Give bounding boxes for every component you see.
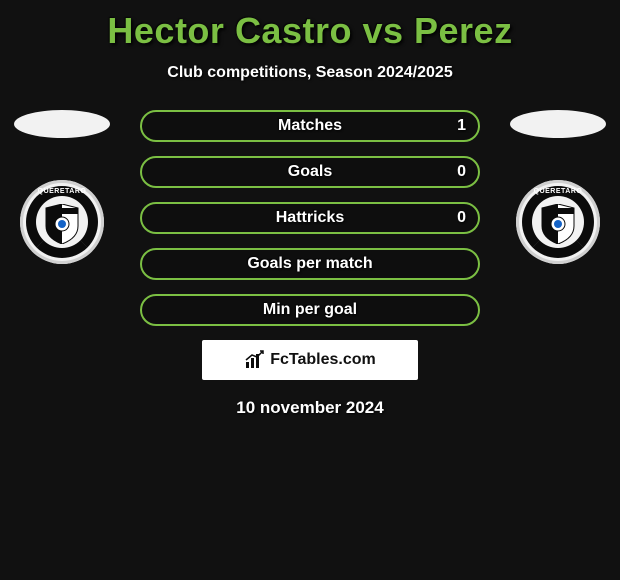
stats-area: QUERETARO QUERETARO (0, 110, 620, 326)
subtitle: Club competitions, Season 2024/2025 (0, 64, 620, 82)
stat-value-right: 0 (457, 156, 466, 188)
stat-label: Goals per match (140, 248, 480, 280)
stat-row: Min per goal (140, 294, 480, 326)
stat-label: Hattricks (140, 202, 480, 234)
badge-shield-left (44, 204, 80, 244)
attribution-text: FcTables.com (270, 351, 376, 369)
stat-label: Matches (140, 110, 480, 142)
stat-value-right: 0 (457, 202, 466, 234)
fctables-chart-icon (244, 350, 264, 370)
player-left-column: QUERETARO (12, 110, 112, 264)
stat-row: Matches1 (140, 110, 480, 142)
stat-label: Goals (140, 156, 480, 188)
player-right-avatar-ellipse (510, 110, 606, 138)
player-left-club-badge: QUERETARO (20, 180, 104, 264)
badge-text-right: QUERETARO (516, 188, 600, 195)
page-title: Hector Castro vs Perez (0, 0, 620, 52)
stat-row: Goals per match (140, 248, 480, 280)
player-left-avatar-ellipse (14, 110, 110, 138)
stat-value-right: 1 (457, 110, 466, 142)
stat-label: Min per goal (140, 294, 480, 326)
stat-row: Hattricks0 (140, 202, 480, 234)
attribution-banner: FcTables.com (202, 340, 418, 380)
title-player-left: Hector Castro (107, 10, 352, 51)
date-line: 10 november 2024 (0, 398, 620, 418)
stat-row: Goals0 (140, 156, 480, 188)
title-vs: vs (352, 10, 414, 51)
badge-shield-right (540, 204, 576, 244)
title-player-right: Perez (414, 10, 513, 51)
player-right-club-badge: QUERETARO (516, 180, 600, 264)
player-right-column: QUERETARO (508, 110, 608, 264)
comparison-card: Hector Castro vs Perez Club competitions… (0, 0, 620, 580)
badge-text-left: QUERETARO (20, 188, 104, 195)
